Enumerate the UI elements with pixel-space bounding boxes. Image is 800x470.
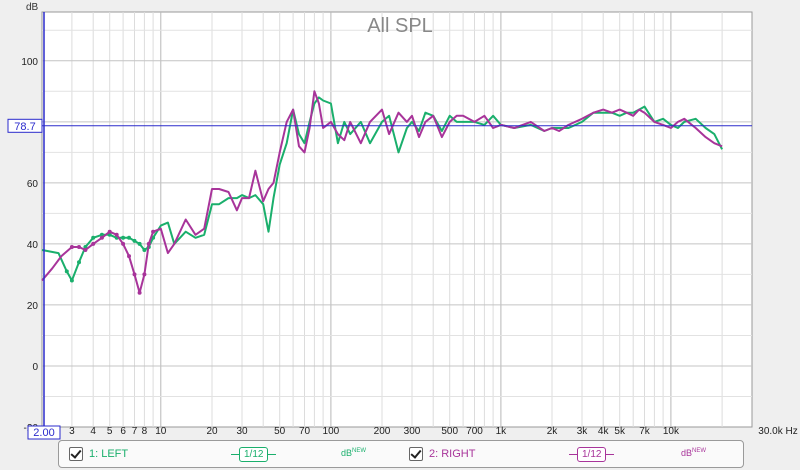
left-smoothing-value[interactable]: 1/12	[239, 446, 269, 462]
series-point-left	[64, 269, 69, 274]
series-point-left	[107, 232, 112, 237]
left-smoothing-control[interactable]: 1/12	[231, 446, 277, 462]
series-point-right	[146, 241, 151, 246]
right-smoothing-control[interactable]: 1/12	[569, 446, 615, 462]
series-point-left	[91, 235, 96, 240]
legend-bar: 1: LEFT 1/12 dBNEW 2: RIGHT 1/12 dBNEW	[58, 440, 744, 468]
series-line-left	[41, 96, 723, 282]
legend-entry-right[interactable]: 2: RIGHT	[409, 441, 475, 467]
left-visible-checkbox[interactable]	[69, 447, 83, 461]
x-tick-label: 4k	[598, 426, 610, 437]
y-axis-unit: dB	[26, 2, 39, 13]
y-tick-label: 100	[21, 57, 38, 68]
x-tick-label: 300	[404, 426, 421, 437]
svg-text:78.7: 78.7	[14, 121, 35, 133]
series-point-right	[69, 245, 74, 249]
series-point-right	[142, 272, 147, 277]
series-point-left	[142, 248, 147, 252]
series-line-right	[41, 90, 723, 294]
y-tick-label: 60	[27, 179, 39, 190]
series-point-left	[77, 260, 81, 265]
legend-entry-left[interactable]: 1: LEFT	[69, 441, 128, 467]
series-point-left	[132, 238, 137, 243]
right-smoothing-value[interactable]: 1/12	[577, 446, 607, 462]
series-point-left	[121, 235, 126, 240]
y-tick-labels: 100806040200-20	[21, 57, 38, 434]
x-tick-label: 5	[107, 426, 113, 437]
series-point-right	[107, 229, 112, 234]
x-tick-label: 3k	[577, 426, 589, 437]
x-tick-label: 30.0k Hz	[758, 426, 797, 437]
x-tick-label: 3	[69, 426, 75, 437]
series-point-right	[121, 241, 126, 246]
x-tick-label: 7	[132, 426, 138, 437]
series-point-left	[137, 241, 142, 246]
right-visible-checkbox[interactable]	[409, 447, 423, 461]
series-point-right	[83, 248, 88, 252]
x-tick-label: 30	[236, 426, 248, 437]
x-tick-label: 200	[374, 426, 391, 437]
series-point-left	[69, 278, 74, 283]
x-tick-label: 100	[323, 426, 340, 437]
x-tick-label: 2k	[547, 426, 559, 437]
y-tick-label: 20	[27, 301, 39, 312]
plot-area[interactable]	[41, 11, 753, 428]
y-tick-label: 0	[32, 362, 38, 373]
x-tick-label: 20	[206, 426, 218, 437]
left-db-new-label[interactable]: dBNEW	[341, 448, 367, 458]
x-tick-label: 6	[120, 426, 126, 437]
graph-title: All SPL	[367, 15, 433, 37]
series-point-right	[91, 241, 96, 246]
x-tick-label: 700	[466, 426, 483, 437]
legend-label-left[interactable]: 1: LEFT	[89, 448, 129, 460]
x-tick-label: 500	[441, 426, 458, 437]
legend-label-right[interactable]: 2: RIGHT	[429, 448, 476, 460]
series-layer	[41, 90, 723, 295]
series-point-right	[151, 229, 156, 234]
x-tick-label: 7k	[639, 426, 651, 437]
grid-lines	[42, 12, 752, 427]
x-tick-label: 4	[90, 426, 96, 437]
series-point-right	[77, 245, 81, 249]
x-tick-label: 8	[142, 426, 148, 437]
x-tick-label: 70	[299, 426, 311, 437]
x-tick-label: 50	[274, 426, 286, 437]
y-tick-label: 40	[27, 240, 39, 251]
svg-text:2.00: 2.00	[33, 427, 54, 439]
series-point-right	[137, 290, 142, 295]
series-point-right	[127, 254, 131, 259]
series-point-right	[132, 272, 137, 277]
x-tick-label: 10	[155, 426, 167, 437]
right-db-new-label[interactable]: dBNEW	[681, 448, 707, 458]
x-tick-labels: 3 4 5 6 7 8 10 20 30 50 70 100 200 300 500 700 1k 2k 3k 4k 5…	[69, 426, 798, 437]
x-tick-label: 5k	[614, 426, 626, 437]
series-point-right	[99, 235, 104, 240]
series-point-left	[127, 235, 131, 240]
x-tick-label: 10k	[663, 426, 680, 437]
spl-graph[interactable]: 100806040200-20 345678102030507010020030…	[0, 0, 800, 440]
x-tick-label: 1k	[496, 426, 508, 437]
series-point-right	[114, 232, 119, 237]
cursor-level-readout: 78.7	[7, 118, 43, 133]
cursor-freq-readout: 2.00	[27, 425, 61, 440]
